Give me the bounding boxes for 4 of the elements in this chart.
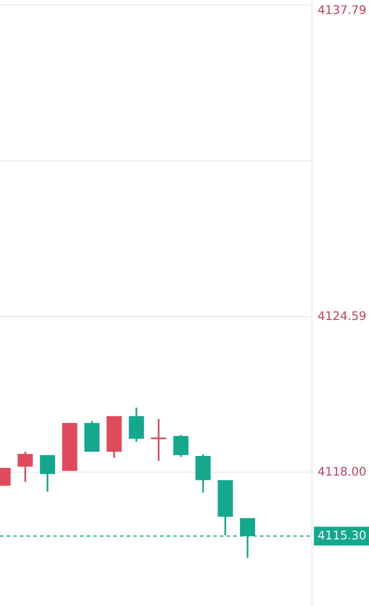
y-tick-label: 4124.59 bbox=[318, 311, 366, 320]
ref-line-label: 4115.30 bbox=[318, 530, 366, 540]
y-tick-label: 4118.00 bbox=[318, 466, 366, 476]
y-tick-label: 4137.79 bbox=[318, 5, 366, 14]
